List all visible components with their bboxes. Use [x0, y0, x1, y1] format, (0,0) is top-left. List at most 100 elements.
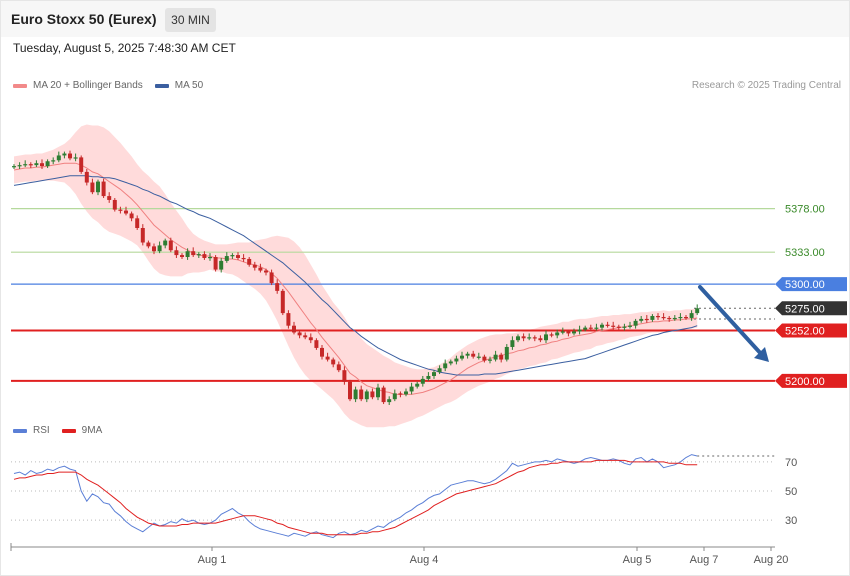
candle-body — [90, 182, 95, 193]
candle-body — [152, 246, 156, 252]
candle-body — [62, 153, 67, 156]
candle-body — [342, 370, 347, 382]
level-label-5200-00: 5200.00 — [785, 376, 825, 388]
candle-body — [622, 326, 627, 328]
rsi-tick-50: 50 — [785, 486, 797, 498]
candle-body — [577, 329, 582, 332]
candle-body — [465, 353, 470, 356]
candle-body — [432, 372, 436, 376]
candle-body — [336, 364, 341, 371]
candle-body — [359, 389, 364, 400]
legend-label-ma50: MA 50 — [174, 80, 204, 91]
candle-body — [448, 361, 453, 364]
timeframe-badge[interactable]: 30 MIN — [165, 8, 216, 32]
candle-body — [185, 251, 190, 258]
candle-body — [34, 163, 39, 166]
price-tag-5300-00 — [775, 277, 847, 292]
candle-body — [73, 157, 78, 159]
candle-body — [420, 378, 425, 384]
candle-body — [348, 381, 352, 400]
candle-body — [499, 354, 504, 360]
candle-body — [650, 316, 655, 320]
candle-body — [504, 346, 509, 360]
candle-body — [460, 355, 464, 359]
candle-body — [684, 316, 688, 319]
candle-body — [280, 290, 285, 314]
candle-body — [118, 209, 123, 211]
candle-body — [695, 308, 700, 314]
candle-body — [364, 391, 369, 400]
rsi-line — [13, 454, 698, 539]
price-tag-5200-00 — [775, 373, 847, 388]
candle-body — [600, 324, 604, 328]
candle-body — [527, 337, 532, 339]
price-tag-5252-00 — [775, 323, 847, 338]
candle-body — [572, 331, 576, 334]
candle-body — [230, 255, 235, 257]
candle-body — [157, 245, 162, 252]
candle-body — [224, 256, 229, 261]
candle-body — [611, 325, 616, 327]
candle-body — [264, 270, 268, 273]
candle-body — [544, 334, 548, 341]
candle-body — [594, 327, 599, 329]
candle-body — [583, 327, 588, 330]
rsi-9ma-line — [13, 459, 698, 536]
candle-body — [308, 337, 313, 341]
rsi-tick-30: 30 — [785, 515, 797, 527]
rsi-legend: RSI 9MA — [13, 425, 114, 436]
candle-body — [180, 255, 184, 258]
candle-body — [532, 337, 537, 339]
candle-body — [628, 325, 632, 327]
candle-body — [521, 336, 526, 339]
level-label-5275-00: 5275.00 — [785, 303, 825, 315]
candle-body — [644, 318, 649, 321]
candle-body — [219, 260, 224, 270]
candle-body — [107, 196, 112, 200]
legend-swatch-9ma — [61, 428, 76, 433]
candle-body — [566, 331, 571, 334]
candle-body — [241, 257, 246, 260]
candle-body — [616, 326, 621, 328]
candle-body — [689, 313, 694, 318]
legend-swatch-rsi — [13, 428, 27, 433]
candle-body — [51, 160, 56, 162]
candle-body — [471, 353, 476, 357]
candle-body — [387, 399, 392, 403]
level-label-5333-00: 5333.00 — [785, 247, 825, 259]
x-tick-label-aug-20: Aug 20 — [754, 554, 789, 566]
candle-body — [208, 257, 212, 259]
timestamp: Tuesday, August 5, 2025 7:48:30 AM CET — [13, 41, 236, 55]
candle-body — [443, 363, 448, 369]
candle-body — [258, 267, 263, 271]
candle-body — [454, 358, 459, 362]
candle-body — [672, 317, 677, 320]
candle-body — [605, 324, 610, 326]
candle-body — [56, 155, 61, 161]
main-legend: MA 20 + Bollinger Bands MA 50 — [13, 80, 215, 91]
candle-body — [202, 254, 207, 258]
candle-body — [331, 359, 336, 365]
ma50-line — [13, 175, 698, 376]
candle-body — [538, 338, 543, 341]
candle-body — [140, 228, 145, 243]
instrument-title: Euro Stoxx 50 (Eurex) — [11, 11, 157, 27]
legend-item-rsi: RSI — [13, 425, 50, 436]
candle-body — [555, 332, 560, 336]
candle-body — [79, 157, 84, 172]
candle-body — [163, 240, 168, 246]
candle-body — [404, 391, 408, 395]
candle-body — [17, 165, 22, 167]
candle-body — [196, 254, 201, 256]
candle-body — [191, 251, 196, 256]
candle-body — [370, 391, 375, 398]
candle-body — [353, 389, 358, 400]
candle-body — [40, 163, 44, 167]
candle-body — [437, 368, 442, 373]
copyright-text: Research © 2025 Trading Central — [691, 80, 841, 91]
candle-body — [252, 264, 257, 268]
candle-body — [639, 318, 644, 321]
candle-body — [588, 327, 593, 329]
candle-body — [560, 331, 565, 333]
